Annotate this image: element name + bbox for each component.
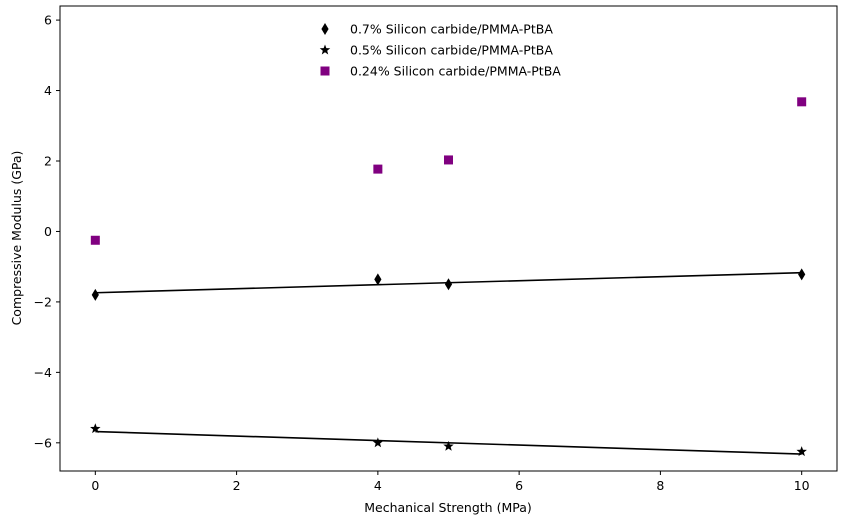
y-tick-label: −4	[34, 365, 52, 380]
y-tick-label: −6	[34, 435, 52, 450]
plot-area	[60, 6, 837, 471]
x-tick-label: 10	[794, 478, 810, 493]
x-tick-label: 2	[233, 478, 241, 493]
data-point-series-3	[90, 235, 100, 245]
data-point-series-1	[91, 288, 99, 301]
y-tick-label: 6	[44, 13, 52, 28]
y-axis: −6 −4 −2 0 2 4 6	[34, 13, 60, 450]
legend-label-series-3: 0.24% Silicon carbide/PMMA-PtBA	[350, 64, 561, 79]
data-point-series-1	[798, 268, 806, 281]
x-axis-title: Mechanical Strength (MPa)	[364, 500, 532, 515]
legend-marker-series-1	[321, 23, 329, 35]
legend-label-series-1: 0.7% Silicon carbide/PMMA-PtBA	[350, 22, 553, 37]
x-tick-label: 4	[374, 478, 382, 493]
legend-marker-series-2	[319, 44, 331, 55]
y-tick-label: 2	[44, 154, 52, 169]
data-point-series-2	[796, 446, 807, 457]
data-point-series-1	[444, 278, 453, 291]
data-point-series-2	[443, 440, 454, 451]
plot-frame	[59, 5, 838, 472]
data-point-series-3	[797, 97, 807, 107]
data-point-series-3	[373, 164, 383, 174]
x-tick-label: 6	[515, 478, 523, 493]
y-tick-label: 4	[44, 83, 52, 98]
data-point-series-3	[444, 155, 453, 165]
data-point-series-2	[372, 437, 384, 448]
legend: 0.7% Silicon carbide/PMMA-PtBA 0.5% Silic…	[319, 22, 561, 79]
legend-label-series-2: 0.5% Silicon carbide/PMMA-PtBA	[350, 43, 553, 58]
data-markers	[90, 97, 807, 457]
x-tick-label: 8	[656, 478, 664, 493]
y-tick-label: −2	[34, 294, 52, 309]
data-point-series-1	[374, 273, 382, 286]
y-axis-title: Compressive Modulus (GPa)	[9, 151, 24, 326]
legend-marker-series-3	[320, 66, 330, 76]
x-tick-label: 0	[91, 478, 99, 493]
x-axis: 0 2 4 6 8 10	[91, 471, 810, 493]
data-point-series-2	[90, 423, 101, 434]
y-tick-label: 0	[44, 224, 52, 239]
